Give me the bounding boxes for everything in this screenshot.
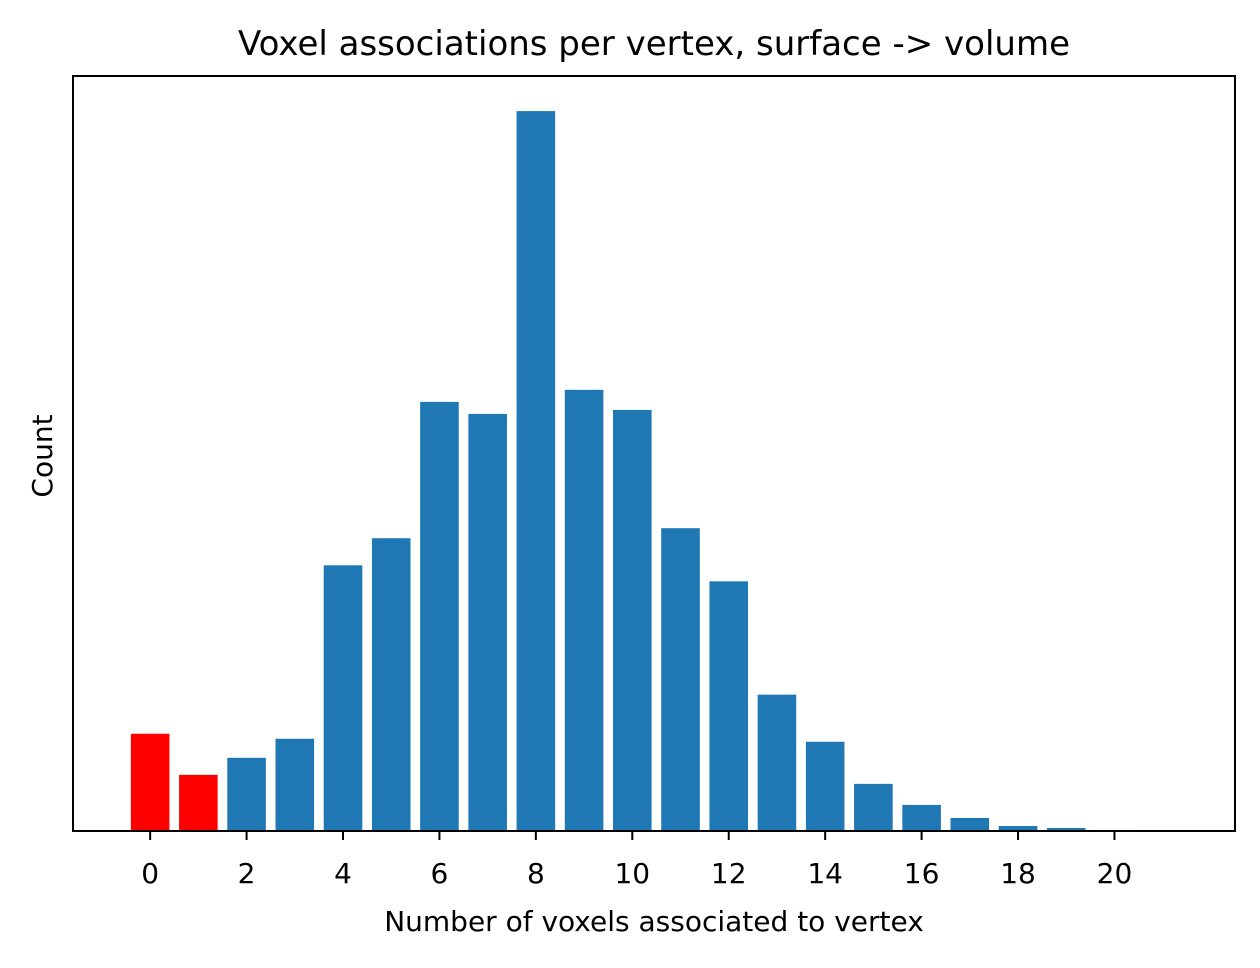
x-tick-label-12: 12: [711, 857, 747, 890]
bar-5: [371, 538, 411, 831]
chart-title: Voxel associations per vertex, surface -…: [238, 24, 1070, 64]
bar-14: [805, 741, 845, 831]
bar-17: [950, 817, 990, 831]
x-tick-label-8: 8: [527, 857, 545, 890]
bar-11: [661, 528, 700, 831]
bar-10: [613, 409, 652, 831]
x-tick-label-16: 16: [904, 857, 940, 890]
bar-12: [709, 581, 749, 831]
x-tick-label-4: 4: [334, 857, 352, 890]
x-tick-label-14: 14: [807, 857, 843, 890]
plot-frame: [72, 75, 1236, 832]
x-tick-label-6: 6: [431, 857, 449, 890]
y-axis-label: Count: [26, 414, 59, 497]
bar-3: [275, 738, 315, 831]
bar-4: [323, 565, 363, 831]
bar-15: [854, 783, 893, 831]
bar-1: [179, 774, 218, 831]
bar-6: [420, 401, 459, 831]
x-tick-label-10: 10: [614, 857, 650, 890]
x-axis-label: Number of voxels associated to vertex: [384, 905, 924, 938]
bar-16: [902, 804, 941, 831]
bar-18: [998, 825, 1038, 831]
bar-9: [564, 389, 604, 831]
x-axis-ticks: 0 2 4 6 8 10 12 14 16 18 20: [141, 831, 1132, 890]
bar-8: [516, 111, 556, 832]
bar-19: [1046, 827, 1086, 831]
bar-13: [757, 694, 797, 831]
x-tick-label-2: 2: [238, 857, 256, 890]
bar-0: [130, 733, 170, 831]
bar-7: [468, 413, 507, 831]
x-tick-label-20: 20: [1097, 857, 1133, 890]
x-tick-label-0: 0: [141, 857, 159, 890]
x-tick-label-18: 18: [1000, 857, 1036, 890]
bar-group: [130, 111, 1134, 832]
bar-2: [227, 757, 266, 831]
